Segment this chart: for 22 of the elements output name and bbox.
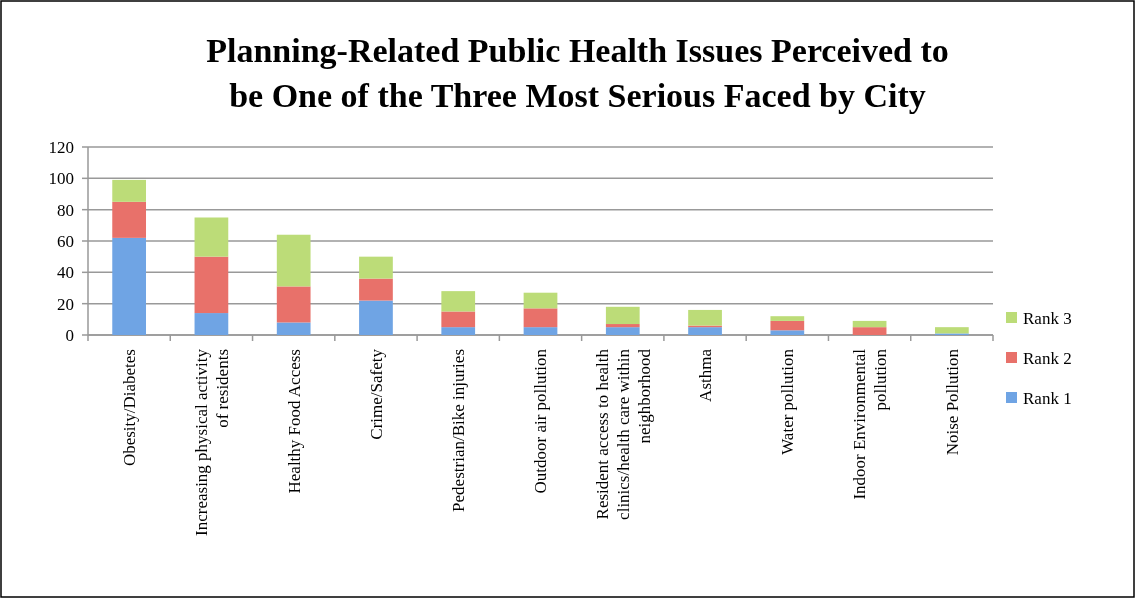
x-tick-label: Obesity/Diabetes (120, 349, 140, 467)
legend-label: Rank 3 (1023, 308, 1072, 328)
y-tick-label: 60 (57, 231, 74, 251)
chart-title: Planning-Related Public Health Issues Perceived to be One of the Three Most Serious Faced by City (206, 32, 949, 114)
x-tick-label: Healthy Food Access (284, 349, 304, 494)
x-tick-label: Noise Pollution (942, 348, 962, 456)
y-tick-label: 100 (48, 169, 74, 189)
legend-label: Rank 2 (1023, 348, 1072, 368)
y-tick-label: 80 (57, 200, 74, 220)
x-tick-label: Increasing physical activity of residents (191, 348, 232, 536)
x-tick-label: Asthma (696, 348, 715, 402)
x-tick-label: Water pollution (778, 348, 798, 455)
legend-label: Rank 1 (1023, 388, 1072, 408)
y-tick-label: 0 (65, 325, 74, 345)
x-tick-label: Crime/Safety (366, 348, 386, 440)
y-tick-label: 40 (57, 263, 74, 283)
x-tick-label: Indoor Environmental pollution (850, 348, 891, 500)
y-tick-label: 20 (57, 294, 74, 314)
y-tick-label: 120 (48, 137, 74, 157)
x-tick-label: Resident access to health clinics/health care within neighborhood (592, 348, 654, 520)
x-tick-label: Outdoor air pollution (531, 348, 551, 494)
x-tick-label: Pedestrian/Bike injuries (449, 349, 469, 512)
